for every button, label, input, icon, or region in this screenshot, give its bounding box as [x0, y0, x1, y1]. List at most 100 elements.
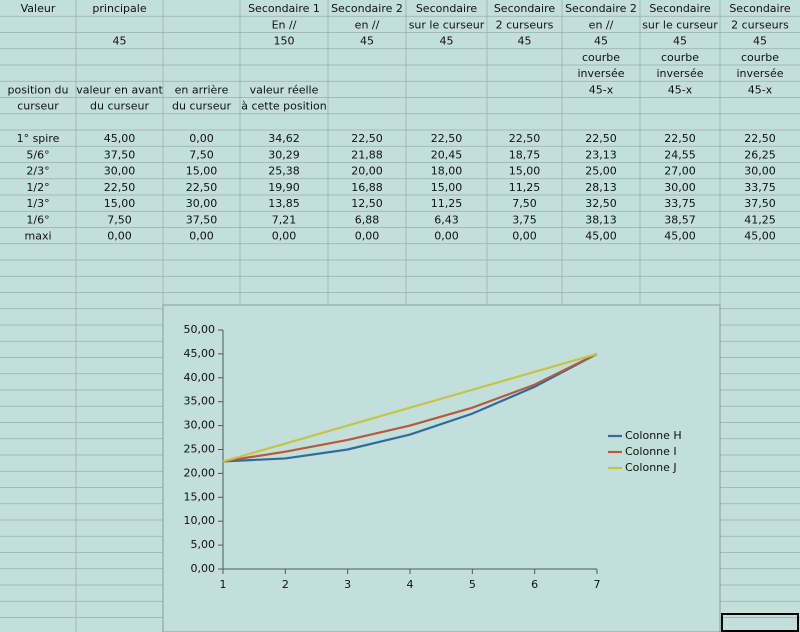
cell: 38,57: [664, 213, 696, 226]
cell: maxi: [24, 230, 51, 243]
cell: inversée: [736, 67, 783, 80]
cell: 0,00: [272, 230, 297, 243]
cell: 30,00: [104, 165, 136, 178]
cell: 6,88: [355, 213, 380, 226]
cell: 30,00: [744, 165, 776, 178]
cell: Valeur: [21, 2, 56, 15]
cell: 1/3°: [26, 197, 49, 210]
cell: 11,25: [431, 197, 463, 210]
x-tick-label: 5: [469, 578, 476, 591]
cell: 25,38: [268, 165, 300, 178]
cell: 7,50: [512, 197, 537, 210]
cell: 20,00: [351, 165, 383, 178]
cell: 15,00: [431, 181, 463, 194]
cell: 22,50: [186, 181, 218, 194]
cell: 23,13: [585, 148, 617, 161]
cell: 7,21: [272, 213, 297, 226]
cell: 37,50: [744, 197, 776, 210]
cell: courbe: [741, 51, 779, 64]
cell: 1° spire: [17, 132, 60, 145]
cell: courbe: [582, 51, 620, 64]
x-tick-label: 6: [531, 578, 538, 591]
cell: 30,00: [664, 181, 696, 194]
cell: 13,85: [268, 197, 300, 210]
cell: 37,50: [186, 213, 218, 226]
cell: 18,00: [431, 165, 463, 178]
cell: en //: [355, 18, 380, 31]
cell: 15,00: [509, 165, 541, 178]
cell: Secondaire 1: [248, 2, 320, 15]
cell: 2 curseurs: [496, 18, 554, 31]
cell: 1/6°: [26, 213, 49, 226]
cell: 5/6°: [26, 148, 49, 161]
cell: inversée: [656, 67, 703, 80]
cell: 33,75: [744, 181, 776, 194]
cell: 45,00: [664, 230, 696, 243]
y-tick-label: 20,00: [184, 466, 216, 479]
cell: courbe: [661, 51, 699, 64]
cell: 45,00: [104, 132, 136, 145]
cell: 22,50: [744, 132, 776, 145]
cell: sur le curseur: [642, 18, 718, 31]
cell: Secondaire 2: [565, 2, 637, 15]
cell: 1/2°: [26, 181, 49, 194]
cell: 2/3°: [26, 165, 49, 178]
y-tick-label: 50,00: [184, 323, 216, 336]
active-cell: [721, 613, 799, 632]
cell: 45: [518, 35, 532, 48]
cell: Secondaire: [416, 2, 478, 15]
cell: 45: [113, 35, 127, 48]
cell: Secondaire: [649, 2, 711, 15]
cell: en arrière: [175, 83, 229, 96]
cell: 0,00: [434, 230, 459, 243]
cell: En //: [272, 18, 297, 31]
y-tick-label: 0,00: [191, 562, 216, 575]
cell: 45: [360, 35, 374, 48]
series-line: [222, 352, 598, 463]
cell: 45: [753, 35, 767, 48]
cell: en //: [589, 18, 614, 31]
cell: Secondaire: [729, 2, 791, 15]
cell: 45: [440, 35, 454, 48]
y-tick-label: 45,00: [184, 347, 216, 360]
cell: 22,50: [585, 132, 617, 145]
cell: valeur en avant: [76, 83, 163, 96]
cell: 27,00: [664, 165, 696, 178]
cell: sur le curseur: [409, 18, 485, 31]
series-line: [222, 352, 598, 463]
cell: 22,50: [431, 132, 463, 145]
cell: 0,00: [189, 230, 214, 243]
cell: 15,00: [104, 197, 136, 210]
cell: 150: [274, 35, 295, 48]
cell: 0,00: [355, 230, 380, 243]
legend-label: Colonne I: [625, 445, 677, 458]
cell: 2 curseurs: [731, 18, 789, 31]
cell: 30,29: [268, 148, 300, 161]
cell: 18,75: [509, 148, 541, 161]
x-tick-label: 7: [594, 578, 601, 591]
cell: 45-x: [748, 83, 773, 96]
cell: inversée: [577, 67, 624, 80]
cell: 45: [673, 35, 687, 48]
cell: position du: [7, 83, 68, 96]
cell: 28,13: [585, 181, 617, 194]
cell: 45: [594, 35, 608, 48]
cell: 11,25: [509, 181, 541, 194]
cell: 15,00: [186, 165, 218, 178]
cell: 45,00: [744, 230, 776, 243]
x-tick-label: 4: [407, 578, 414, 591]
cell: 3,75: [512, 213, 537, 226]
y-tick-label: 40,00: [184, 371, 216, 384]
cell: 30,00: [186, 197, 218, 210]
legend-label: Colonne H: [625, 429, 682, 442]
cell: 34,62: [268, 132, 300, 145]
cell: 7,50: [189, 148, 214, 161]
cell: 0,00: [189, 132, 214, 145]
cell: 41,25: [744, 213, 776, 226]
cell: curseur: [17, 100, 59, 113]
cell: 0,00: [512, 230, 537, 243]
cell: 22,50: [104, 181, 136, 194]
y-tick-label: 10,00: [184, 514, 216, 527]
